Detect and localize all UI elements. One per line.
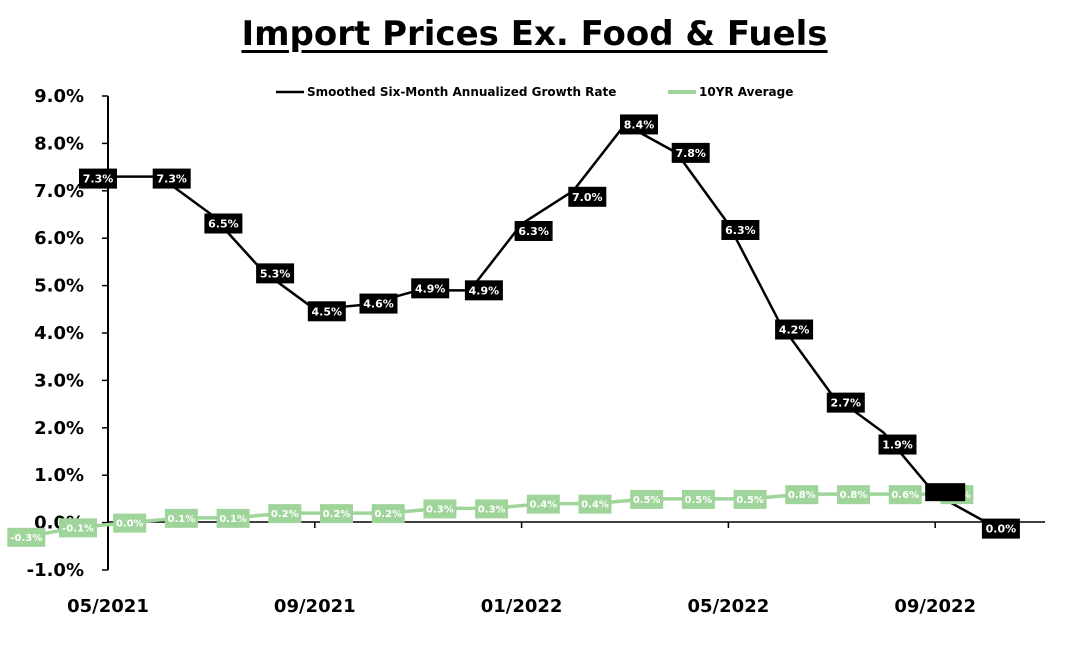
svg-text:4.9%: 4.9% [415,282,446,295]
data-label-growth-rate: 4.9% [464,280,503,301]
svg-text:0.8%: 0.8% [788,490,816,501]
y-tick-label: 7.0% [34,181,84,202]
legend: Smoothed Six-Month Annualized Growth Rat… [276,85,793,99]
x-tick-label: 05/2021 [67,596,149,617]
data-label-10yr-average: 0.5% [630,489,664,509]
svg-text:4.2%: 4.2% [779,324,810,337]
data-label-growth-rate: 4.5% [307,301,346,322]
svg-text:-0.3%: -0.3% [10,533,42,544]
data-label-10yr-average: 0.2% [268,504,302,524]
data-label-growth-rate: 7.0% [568,186,607,207]
svg-text:0.3%: 0.3% [426,504,454,515]
svg-text:7.3%: 7.3% [156,173,187,186]
legend-label-10yr-average: 10YR Average [699,85,793,99]
data-label-10yr-average: 0.8% [785,485,819,505]
svg-text:6.5%: 6.5% [208,218,239,231]
y-tick-label: 8.0% [34,133,84,154]
data-label-10yr-average: 0.1% [164,508,198,528]
data-label-growth-rate: 7.3% [79,168,117,189]
svg-text:7.8%: 7.8% [675,147,706,160]
svg-text:0.5%: 0.5% [736,495,764,506]
svg-text:0.2%: 0.2% [271,509,299,520]
svg-text:2.7%: 2.7% [831,397,862,410]
data-label-10yr-average: 0.5% [681,489,715,509]
svg-text:6.3%: 6.3% [725,224,756,237]
data-label-10yr-average: 0.0% [113,513,147,533]
data-label-growth-rate: 4.9% [411,278,450,299]
data-label-10yr-average: 0.3% [475,499,509,519]
svg-text:4.6%: 4.6% [363,298,394,311]
y-tick-label: 4.0% [34,323,84,344]
data-label-10yr-average: -0.1% [59,518,97,538]
data-point-marker [925,483,966,502]
x-tick-label: 09/2022 [894,596,976,617]
data-label-10yr-average: 0.3% [423,499,457,519]
svg-text:4.9%: 4.9% [469,284,500,297]
x-tick-label: 05/2022 [688,596,770,617]
svg-text:7.3%: 7.3% [83,173,114,186]
svg-text:0.4%: 0.4% [529,500,557,511]
data-label-10yr-average: 0.5% [733,489,767,509]
x-tick-label: 09/2021 [274,596,356,617]
svg-text:0.8%: 0.8% [840,490,868,501]
svg-text:0.5%: 0.5% [633,495,661,506]
svg-text:0.0%: 0.0% [116,519,144,530]
svg-text:0.2%: 0.2% [323,509,351,520]
svg-text:0.6%: 0.6% [891,490,919,501]
legend-label-growth-rate: Smoothed Six-Month Annualized Growth Rat… [307,85,616,99]
x-tick-label: 01/2022 [481,596,563,617]
y-tick-label: 6.0% [34,228,84,249]
svg-text:0.0%: 0.0% [986,523,1017,536]
svg-text:0.5%: 0.5% [685,495,713,506]
y-tick-label: -1.0% [27,560,84,581]
y-tick-label: 9.0% [34,86,84,107]
svg-text:0.1%: 0.1% [219,514,247,525]
svg-text:0.3%: 0.3% [478,504,506,515]
data-label-growth-rate: 8.4% [620,114,658,135]
data-label-10yr-average: 0.4% [578,494,612,514]
svg-text:-0.1%: -0.1% [62,523,94,534]
svg-text:6.3%: 6.3% [518,225,549,238]
axes: 9.0% 8.0% 7.0% 6.0% 5.0% 4.0% 3.0% 2.0% 1.0% 0.0%… [27,86,1045,617]
data-label-growth-rate: 6.5% [204,213,243,234]
data-label-10yr-average: 0.6% [888,485,922,505]
svg-text:5.3%: 5.3% [260,267,291,280]
data-label-growth-rate: 6.3% [721,219,760,240]
data-label-growth-rate: 1.9% [878,434,917,455]
data-label-growth-rate: 6.3% [514,220,553,241]
svg-text:0.2%: 0.2% [374,509,402,520]
data-label-10yr-average: 0.2% [371,504,405,524]
svg-text:4.5%: 4.5% [312,305,343,318]
series-line-growth-rate [108,122,988,524]
data-label-growth-rate: 2.7% [826,392,865,413]
data-label-growth-rate: 7.8% [671,142,710,163]
svg-text:1.9%: 1.9% [882,439,913,452]
svg-text:7.0%: 7.0% [572,191,603,204]
data-label-10yr-average: 0.4% [526,494,560,514]
chart-title: Import Prices Ex. Food & Fuels [241,14,828,54]
svg-text:0.1%: 0.1% [168,514,196,525]
svg-text:0.4%: 0.4% [581,500,609,511]
data-label-10yr-average: 0.2% [320,504,353,524]
data-label-growth-rate: 4.6% [359,293,398,314]
data-label-growth-rate: 0.0% [981,518,1020,539]
data-label-10yr-average: 0.8% [837,485,870,505]
data-label-growth-rate: 7.3% [152,168,191,189]
y-tick-label: 1.0% [34,465,84,486]
data-labels-layer: -0.3% -0.1% 0.0% 0.1% 0.1% 0.2% 0.2% 0.2% 0.3% 0.… [7,114,1020,547]
data-label-growth-rate: 4.2% [775,319,814,340]
data-label-10yr-average: 0.1% [216,508,250,528]
data-label-growth-rate: 5.3% [256,263,295,284]
data-label-10yr-average: -0.3% [7,527,46,547]
y-tick-label: 5.0% [34,276,84,297]
svg-text:8.4%: 8.4% [624,118,655,131]
y-tick-label: 3.0% [34,370,84,391]
y-tick-label: 2.0% [34,418,84,439]
